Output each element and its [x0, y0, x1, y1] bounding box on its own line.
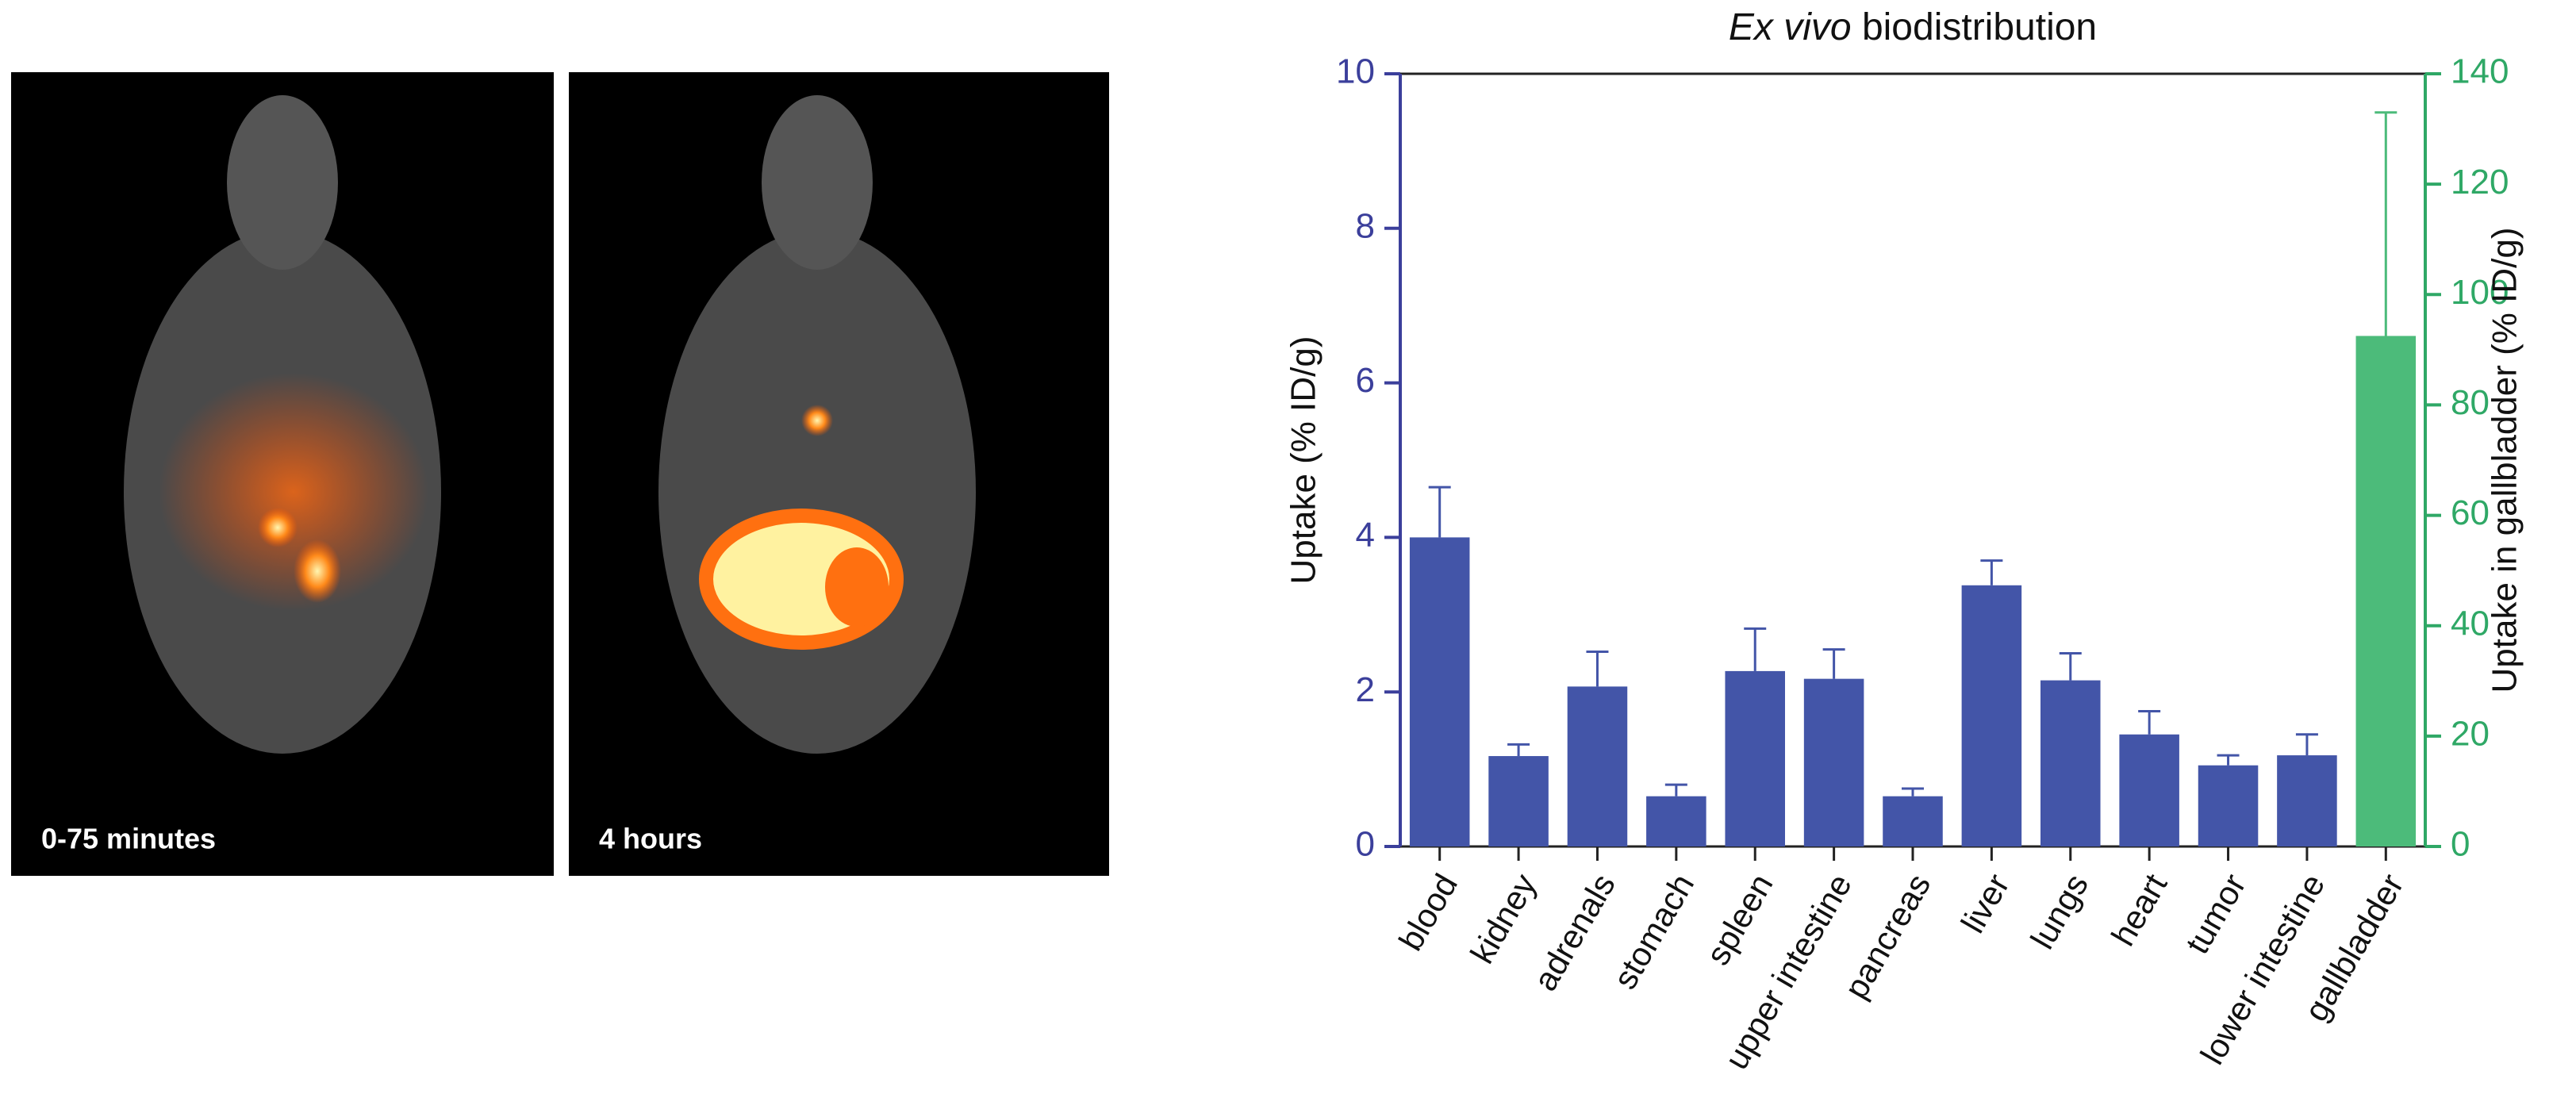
- error-bar: [1428, 486, 1451, 538]
- panel-label: 4 hours: [599, 823, 702, 855]
- x-tick-label: lungs: [2023, 868, 2095, 955]
- y2-tick-label: 120: [2451, 163, 2509, 202]
- uptake: [258, 508, 298, 547]
- head: [227, 95, 338, 270]
- body: [658, 230, 976, 754]
- x-tick-label: liver: [1954, 868, 2017, 939]
- y2-tick-label: 0: [2451, 825, 2470, 864]
- x-tick-label: spleen: [1699, 868, 1780, 972]
- y2-axis-label: Uptake in gallbladder (% ID/g): [2486, 228, 2524, 693]
- y2-tick-label: 100: [2451, 273, 2509, 312]
- x-tick-label: heart: [2104, 867, 2175, 952]
- chart-title: Ex vivo biodistribution: [1729, 6, 2097, 48]
- uptake: [159, 373, 428, 611]
- bar: [2277, 755, 2337, 846]
- pet-panel-1: 0-75 minutes: [11, 72, 554, 876]
- y-tick-label: 8: [1356, 206, 1375, 245]
- head: [762, 95, 873, 270]
- error-bar: [2374, 111, 2397, 336]
- error-bar: [2217, 754, 2240, 766]
- y-tick-label: 0: [1356, 825, 1375, 864]
- y2-tick-label: 80: [2451, 383, 2490, 422]
- y-tick-label: 2: [1356, 670, 1375, 709]
- error-bar: [2138, 710, 2161, 735]
- bar: [1488, 756, 1549, 846]
- bar: [2040, 680, 2101, 846]
- x-tick-label: kidney: [1463, 868, 1543, 970]
- uptake: [294, 539, 341, 603]
- bar: [1409, 537, 1470, 846]
- pet-panel-2: 4 hours: [569, 72, 1109, 876]
- bar: [1567, 686, 1628, 846]
- error-bar: [1980, 559, 2003, 585]
- bar: [1961, 585, 2022, 846]
- y2-tick-label: 20: [2451, 714, 2490, 753]
- panel-label: 0-75 minutes: [41, 823, 216, 855]
- y2-tick-label: 140: [2451, 52, 2509, 91]
- error-bar: [1507, 743, 1530, 757]
- y2-tick-label: 60: [2451, 493, 2490, 532]
- bar: [2198, 765, 2259, 846]
- y-axis-label: Uptake (% ID/g): [1284, 336, 1323, 585]
- y-tick-label: 10: [1336, 52, 1375, 91]
- error-bar: [1822, 648, 1845, 679]
- bar: [1725, 670, 1785, 846]
- bar: [1803, 678, 1864, 846]
- bar: [2355, 336, 2417, 846]
- error-bar: [2295, 733, 2318, 756]
- uptake: [825, 547, 889, 627]
- title-italic: Ex vivo: [1729, 6, 1852, 48]
- uptake: [801, 405, 833, 436]
- bar: [1646, 796, 1706, 846]
- error-bar: [1902, 787, 1924, 796]
- y-tick-label: 4: [1356, 516, 1375, 555]
- error-bar: [1744, 627, 1767, 671]
- bar: [1883, 796, 1943, 846]
- y-tick-label: 6: [1356, 361, 1375, 400]
- y2-tick-label: 40: [2451, 604, 2490, 643]
- bar: [2119, 734, 2179, 846]
- error-bar: [1586, 651, 1609, 687]
- x-tick-label: blood: [1392, 868, 1465, 957]
- title-rest: biodistribution: [1862, 6, 2097, 48]
- error-bar: [2059, 652, 2082, 681]
- error-bar: [1664, 783, 1687, 796]
- x-tick-label: tumor: [2179, 868, 2253, 960]
- plot-frame: [1399, 72, 2427, 848]
